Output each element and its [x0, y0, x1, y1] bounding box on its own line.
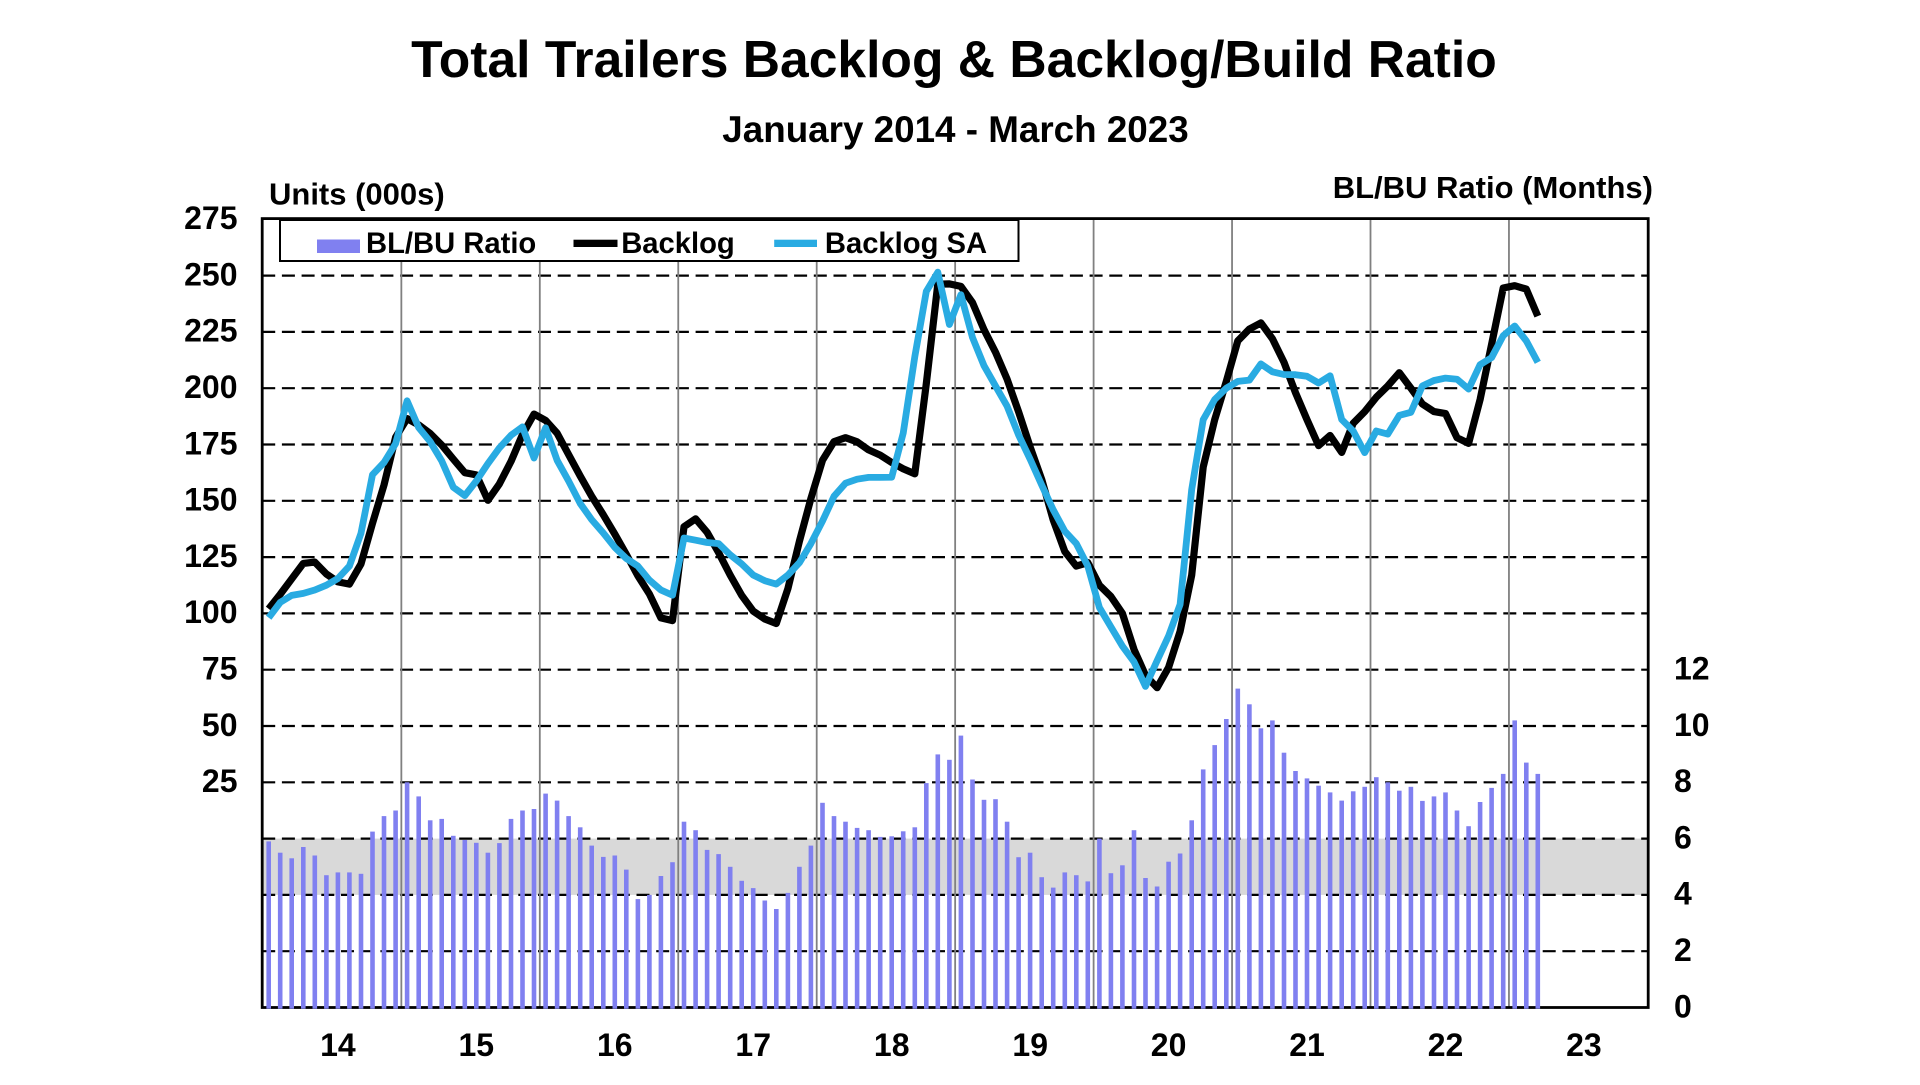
- svg-text:275: 275: [184, 200, 237, 236]
- svg-text:18: 18: [874, 1027, 910, 1063]
- svg-text:25: 25: [202, 763, 238, 799]
- svg-text:12: 12: [1674, 651, 1710, 687]
- svg-text:BL/BU Ratio (Months): BL/BU Ratio (Months): [1333, 170, 1653, 205]
- svg-text:20: 20: [1151, 1027, 1187, 1063]
- svg-text:100: 100: [184, 594, 237, 630]
- svg-text:50: 50: [202, 707, 238, 743]
- svg-text:Backlog SA: Backlog SA: [825, 228, 987, 260]
- svg-text:19: 19: [1012, 1027, 1048, 1063]
- svg-text:Backlog: Backlog: [621, 228, 735, 260]
- svg-text:23: 23: [1566, 1027, 1602, 1063]
- svg-text:10: 10: [1674, 707, 1710, 743]
- svg-text:BL/BU Ratio: BL/BU Ratio: [366, 228, 536, 260]
- svg-text:21: 21: [1289, 1027, 1325, 1063]
- svg-text:14: 14: [320, 1027, 356, 1063]
- svg-text:2: 2: [1674, 932, 1692, 968]
- svg-text:175: 175: [184, 425, 237, 461]
- svg-text:16: 16: [597, 1027, 633, 1063]
- svg-text:17: 17: [735, 1027, 771, 1063]
- svg-text:200: 200: [184, 369, 237, 405]
- svg-text:0: 0: [1674, 988, 1692, 1024]
- svg-text:Total Trailers Backlog & Backl: Total Trailers Backlog & Backlog/Build R…: [411, 30, 1497, 88]
- svg-text:4: 4: [1674, 876, 1692, 912]
- svg-text:Units (000s): Units (000s): [269, 177, 445, 212]
- svg-text:6: 6: [1674, 819, 1692, 855]
- svg-text:125: 125: [184, 538, 237, 574]
- svg-text:150: 150: [184, 482, 237, 518]
- svg-text:75: 75: [202, 651, 238, 687]
- svg-text:22: 22: [1428, 1027, 1464, 1063]
- svg-text:225: 225: [184, 313, 237, 349]
- svg-text:8: 8: [1674, 763, 1692, 799]
- svg-text:15: 15: [459, 1027, 495, 1063]
- svg-text:January 2014 - March 2023: January 2014 - March 2023: [722, 109, 1188, 150]
- svg-text:250: 250: [184, 256, 237, 292]
